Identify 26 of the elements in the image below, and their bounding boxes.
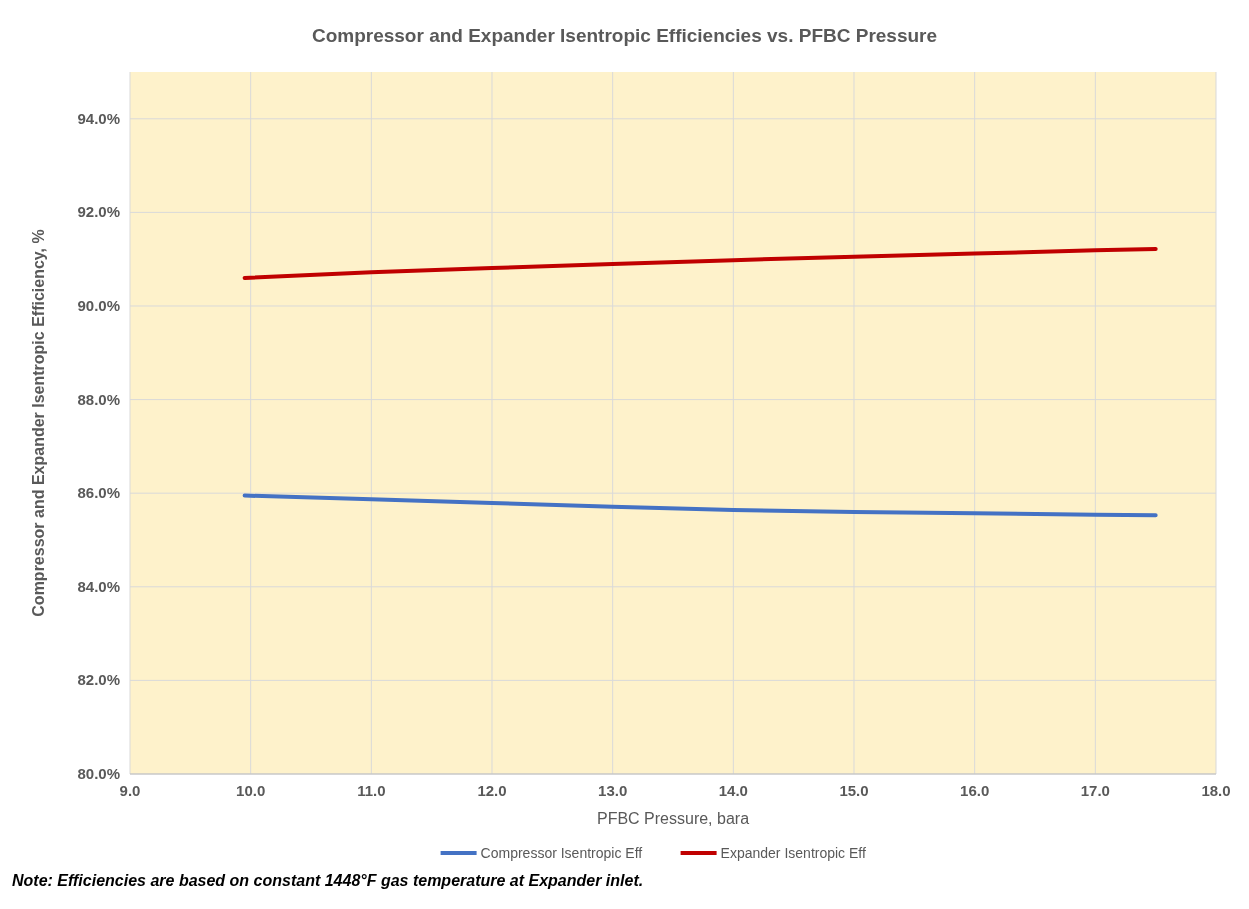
y-tick-label: 86.0% <box>77 484 120 502</box>
x-tick-label: 14.0 <box>718 782 748 799</box>
y-tick-label: 80.0% <box>77 765 120 782</box>
x-tick-label: 9.0 <box>119 782 141 799</box>
legend-label: Compressor Isentropic Eff <box>480 845 643 861</box>
x-axis-title: PFBC Pressure, bara <box>596 810 750 827</box>
y-tick-label: 94.0% <box>77 109 120 127</box>
y-axis-title: Compressor and Expander Isentropic Efficiency, % <box>30 229 47 617</box>
y-tick-label: 82.0% <box>77 671 120 689</box>
x-tick-label: 18.0 <box>1201 782 1231 799</box>
x-tick-label: 17.0 <box>1080 782 1110 799</box>
x-tick-label: 12.0 <box>477 782 507 799</box>
line-series <box>242 246 1158 280</box>
x-tick-label: 13.0 <box>598 782 628 799</box>
line-series <box>242 493 1158 518</box>
y-tick-label: 84.0% <box>77 577 120 595</box>
y-tick-label: 88.0% <box>77 390 120 408</box>
legend-label: Expander Isentropic Eff <box>720 845 866 861</box>
text: Note: Efficiencies are based on constant 1448°F gas temperature at Expander inlet. <box>12 872 644 889</box>
x-tick-label: 10.0 <box>236 782 266 799</box>
x-tick-label: 15.0 <box>839 782 869 799</box>
y-tick-label: 92.0% <box>77 203 120 221</box>
x-tick-label: 11.0 <box>357 782 386 799</box>
chart-title: Compressor and Expander Isentropic Efficiencies vs. PFBC Pressure <box>311 25 938 46</box>
y-tick-label: 90.0% <box>77 297 120 314</box>
x-tick-label: 16.0 <box>960 782 990 799</box>
